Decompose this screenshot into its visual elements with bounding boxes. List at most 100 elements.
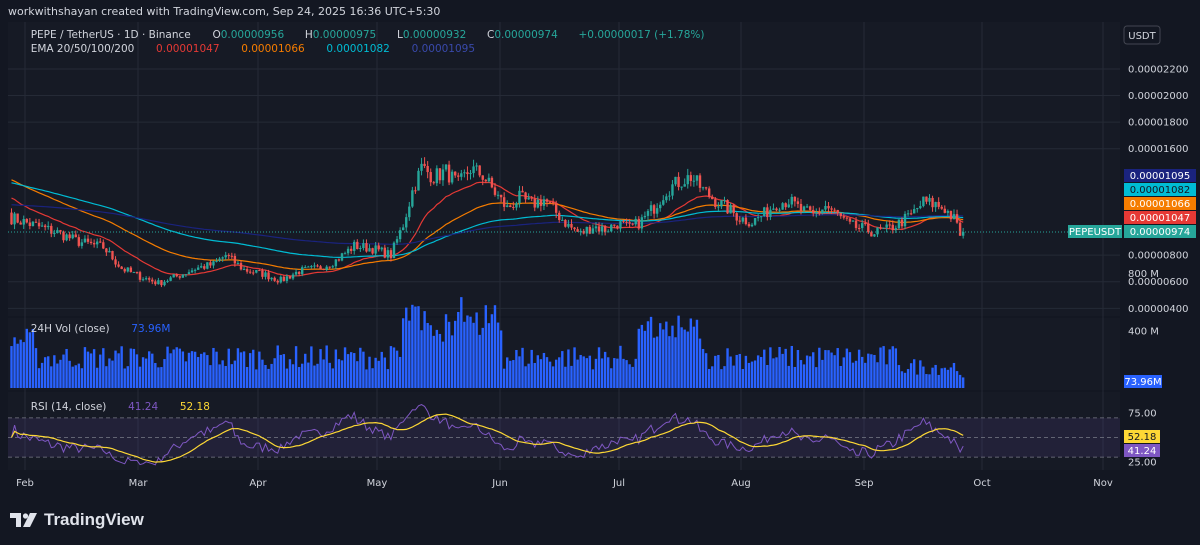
volume-bar xyxy=(805,355,809,388)
candle-body xyxy=(154,281,157,285)
volume-bar xyxy=(56,363,59,388)
volume-bar xyxy=(802,364,806,388)
candle-body xyxy=(40,225,44,227)
volume-bar xyxy=(674,337,677,388)
volume-bar xyxy=(450,335,454,388)
currency-button[interactable]: USDT xyxy=(1123,25,1161,45)
volume-bar xyxy=(958,374,962,388)
volume-bar xyxy=(876,362,879,388)
candle-body xyxy=(200,266,203,268)
volume-bar xyxy=(897,365,901,388)
candle-body xyxy=(909,213,913,215)
volume-bar xyxy=(362,351,365,388)
candle-body xyxy=(380,247,383,250)
volume-badge: 73.96M xyxy=(1124,377,1161,388)
candle-body xyxy=(732,205,735,214)
candle-body xyxy=(867,223,870,233)
candle-body xyxy=(102,242,105,249)
volume-bar xyxy=(536,355,540,388)
candles xyxy=(10,157,965,288)
candle-body xyxy=(362,243,365,249)
volume-bar xyxy=(542,352,546,388)
last-price-badge: 0.00000974 xyxy=(1130,227,1190,238)
volume-bar xyxy=(695,319,699,388)
candle-body xyxy=(166,280,169,282)
candle-body xyxy=(695,175,699,181)
volume-bar xyxy=(891,346,894,388)
symbol-badge: PEPEUSDT xyxy=(1069,227,1122,238)
candle-body xyxy=(95,241,99,245)
volume-bar xyxy=(454,320,457,388)
candle-body xyxy=(545,199,549,202)
candle-body xyxy=(766,207,769,217)
candle-body xyxy=(548,201,552,203)
candle-body xyxy=(499,194,503,198)
candle-body xyxy=(952,214,956,220)
time-axis: Feb Mar Apr May Jun Jul Aug Sep Oct Nov xyxy=(16,478,1113,489)
candle-body xyxy=(888,224,891,226)
candle-body xyxy=(230,255,234,257)
candle-body xyxy=(242,269,246,271)
volume-bar xyxy=(873,354,876,388)
volume-bar xyxy=(252,349,255,388)
volume-bar xyxy=(922,366,925,388)
volume-bar xyxy=(551,366,555,388)
volume-bar xyxy=(53,355,56,388)
volume-bar xyxy=(952,362,956,388)
candle-body xyxy=(922,196,925,207)
volume-bar xyxy=(138,366,142,388)
volume-legend: 24H Vol (close) 73.96M xyxy=(14,323,180,335)
volume-bar xyxy=(680,327,683,388)
volume-bar xyxy=(80,368,84,388)
open-value: 0.00000956 xyxy=(221,29,285,41)
volume-bar xyxy=(799,360,803,388)
volume-bar xyxy=(607,357,610,388)
volume-bar xyxy=(824,350,827,388)
candle-body xyxy=(343,253,347,255)
candle-body xyxy=(138,272,142,280)
volume-bar xyxy=(714,355,717,388)
volume-bar xyxy=(380,351,383,388)
tradingview-wordmark: TradingView xyxy=(44,510,144,529)
candle-body xyxy=(570,223,573,228)
candle-body xyxy=(943,208,946,213)
volume-bar xyxy=(148,351,151,388)
candle-body xyxy=(579,230,582,232)
volume-bar xyxy=(310,346,313,388)
time-tick-label: Jun xyxy=(491,478,508,489)
candle-body xyxy=(478,165,481,176)
volume-bar xyxy=(184,361,188,388)
volume-bar xyxy=(659,323,662,388)
candle-body xyxy=(735,213,738,221)
volume-bar xyxy=(594,358,598,388)
candle-body xyxy=(542,199,546,206)
volume-bar xyxy=(291,364,295,388)
candle-body xyxy=(450,171,454,183)
candle-body xyxy=(401,227,405,231)
volume-bar xyxy=(245,367,249,388)
volume-bar xyxy=(591,369,595,388)
volume-bar xyxy=(19,339,22,388)
main-pane[interactable] xyxy=(8,22,1120,316)
volume-bar xyxy=(414,306,417,388)
volume-bar xyxy=(389,346,393,388)
change-value: +0.00000017 (+1.78%) xyxy=(579,29,705,41)
candle-body xyxy=(738,220,741,222)
volume-bar xyxy=(89,353,93,388)
price-tick-label: 0.00000600 xyxy=(1128,277,1188,288)
volume-bar xyxy=(398,356,402,388)
volume-bar xyxy=(934,364,937,388)
rsi-ma-value: 52.18 xyxy=(180,401,210,413)
candle-body xyxy=(114,259,117,265)
candle-body xyxy=(472,166,475,174)
candle-body xyxy=(325,266,328,271)
volume-bar xyxy=(539,359,543,388)
volume-bar xyxy=(86,351,90,388)
candle-body xyxy=(671,184,674,196)
candle-body xyxy=(637,218,640,229)
price-tick-label: 0.00001600 xyxy=(1128,144,1188,155)
volume-bar xyxy=(325,345,328,388)
volume-bar xyxy=(925,374,928,388)
volume-label: 24H Vol (close) xyxy=(31,323,110,335)
